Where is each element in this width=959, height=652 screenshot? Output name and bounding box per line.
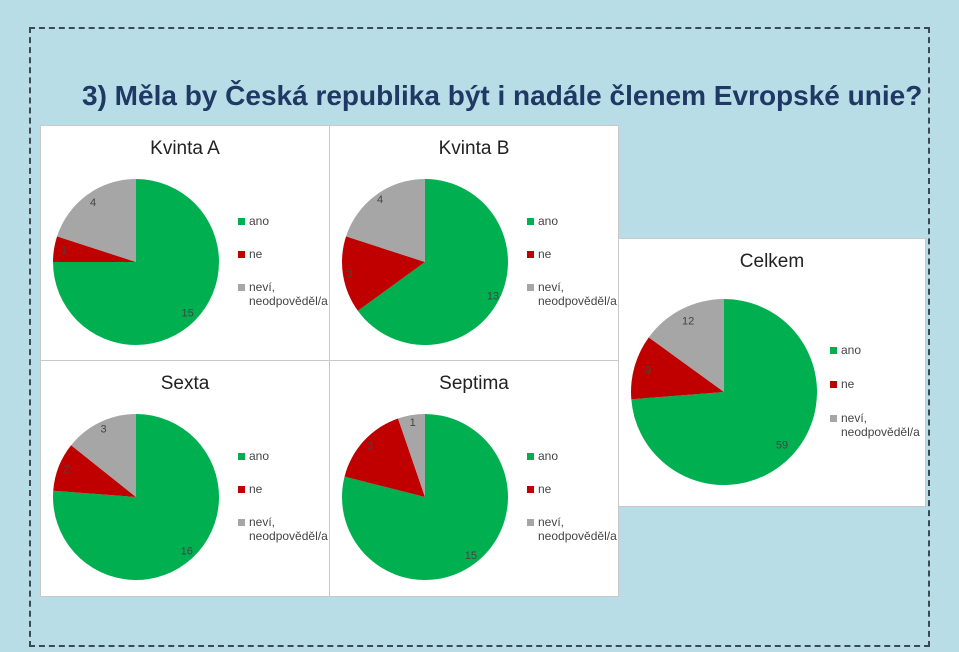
pie-data-label: 16 — [181, 546, 193, 558]
chart-legend: ano ne neví, neodpověděl/a — [527, 449, 618, 543]
legend-item-nevi: neví, neodpověděl/a — [527, 515, 618, 543]
chart-legend: ano ne neví, neodpověděl/a — [830, 343, 921, 439]
legend-swatch — [527, 251, 534, 258]
legend-label: ne — [249, 247, 263, 261]
chart-panel-sexta: Sexta 16 2 3 ano ne neví, neodpověděl/a — [40, 360, 330, 597]
pie-slice-ne — [344, 418, 425, 497]
legend-item-ano: ano — [830, 343, 921, 357]
legend-label: neví, neodpověděl/a — [249, 280, 328, 308]
chart-legend: ano ne neví, neodpověděl/a — [238, 214, 329, 308]
chart-panel-kvinta-a: Kvinta A 15 1 4 ano ne neví, neodpověděl/a — [40, 125, 330, 361]
pie-chart: 59 9 12 — [631, 299, 818, 485]
legend-swatch — [238, 486, 245, 493]
pie-slice-nevi — [398, 414, 425, 497]
legend-item-nevi: neví, neodpověděl/a — [238, 515, 329, 543]
legend-swatch — [830, 347, 837, 354]
pie-data-label: 4 — [90, 197, 96, 209]
legend-item-ne: ne — [830, 377, 921, 391]
pie-data-label: 13 — [487, 291, 499, 303]
slide-heading: 3) Měla by Česká republika být i nadále … — [82, 80, 923, 111]
pie-slice-nevi — [57, 179, 136, 262]
legend-label: ne — [538, 247, 552, 261]
legend-label: ne — [841, 377, 855, 391]
legend-label: neví, neodpověděl/a — [538, 515, 617, 543]
pie-slice-ano — [631, 299, 818, 485]
chart-legend: ano ne neví, neodpověděl/a — [527, 214, 618, 308]
legend-label: ano — [538, 214, 559, 228]
legend-swatch — [238, 519, 245, 526]
legend-swatch — [527, 284, 534, 291]
pie-slice-ne — [631, 337, 724, 400]
pie-slice-nevi — [71, 414, 136, 497]
slide-frame — [29, 27, 930, 647]
pie-data-label: 2 — [63, 464, 69, 476]
pie-slice-ano — [341, 414, 508, 580]
chart-title: Kvinta A — [150, 138, 220, 159]
legend-item-ano: ano — [238, 449, 329, 463]
pie-slice-ne — [53, 445, 137, 497]
legend-label: ano — [841, 343, 862, 357]
pie-slice-nevi — [648, 299, 724, 392]
legend-item-ano: ano — [527, 449, 618, 463]
chart-title: Septima — [439, 373, 509, 394]
chart-panel-celkem: Celkem 59 9 12 ano ne neví, neodpověděl/a — [618, 238, 926, 507]
pie-slice-ne — [341, 236, 425, 311]
legend-item-nevi: neví, neodpověděl/a — [238, 280, 329, 308]
legend-label: neví, neodpověděl/a — [841, 411, 920, 439]
legend-swatch — [238, 251, 245, 258]
pie-slice-nevi — [346, 179, 425, 262]
pie-data-label: 4 — [377, 194, 383, 206]
pie-data-label: 15 — [465, 550, 477, 562]
legend-item-ne: ne — [238, 482, 329, 496]
pie-data-label: 1 — [61, 245, 67, 257]
legend-item-ano: ano — [527, 214, 618, 228]
legend-item-ano: ano — [238, 214, 329, 228]
chart-panel-septima: Septima 15 3 1 ano ne neví, neodpověděl/a — [329, 360, 619, 597]
legend-swatch — [238, 218, 245, 225]
legend-label: ano — [249, 214, 270, 228]
legend-label: ne — [538, 482, 552, 496]
pie-data-label: 3 — [367, 440, 373, 452]
pie-data-label: 59 — [776, 440, 788, 452]
legend-item-ne: ne — [527, 482, 618, 496]
legend-label: neví, neodpověděl/a — [538, 280, 617, 308]
chart-title: Sexta — [160, 373, 210, 394]
pie-data-label: 3 — [101, 424, 107, 436]
pie-data-label: 15 — [181, 308, 193, 320]
legend-item-ne: ne — [238, 247, 329, 261]
pie-data-label: 9 — [645, 364, 651, 376]
pie-data-label: 12 — [682, 316, 694, 328]
legend-item-ne: ne — [527, 247, 618, 261]
legend-label: neví, neodpověděl/a — [249, 515, 328, 543]
legend-swatch — [527, 486, 534, 493]
legend-item-nevi: neví, neodpověděl/a — [830, 411, 921, 439]
chart-legend: ano ne neví, neodpověděl/a — [238, 449, 329, 543]
pie-chart: 13 3 4 — [341, 179, 508, 345]
pie-slice-ano — [357, 179, 508, 345]
pie-data-label: 1 — [410, 417, 416, 429]
chart-title: Celkem — [739, 251, 805, 272]
pie-slice-ano — [52, 414, 219, 580]
pie-data-label: 3 — [347, 268, 353, 280]
chart-title: Kvinta B — [438, 138, 510, 159]
legend-swatch — [830, 415, 837, 422]
pie-slice-ne — [53, 236, 136, 262]
legend-swatch — [830, 381, 837, 388]
legend-swatch — [527, 519, 534, 526]
legend-swatch — [238, 453, 245, 460]
chart-panel-kvinta-b: Kvinta B 13 3 4 ano ne neví, neodpověděl/a — [329, 125, 619, 361]
legend-item-nevi: neví, neodpověděl/a — [527, 280, 618, 308]
legend-swatch — [238, 284, 245, 291]
legend-swatch — [527, 218, 534, 225]
legend-label: ne — [249, 482, 263, 496]
legend-label: ano — [538, 449, 559, 463]
legend-swatch — [527, 453, 534, 460]
legend-label: ano — [249, 449, 270, 463]
